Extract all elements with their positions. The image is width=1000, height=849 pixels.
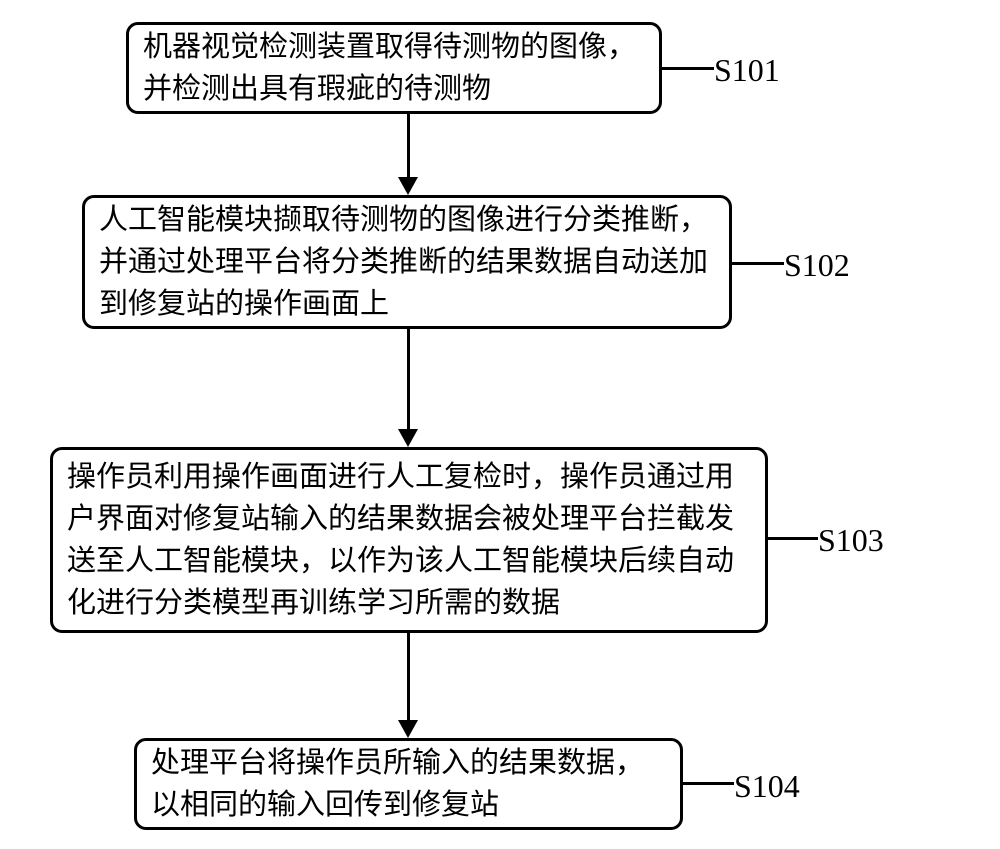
arrow-s102-to-s103	[407, 329, 410, 429]
step-s101-box: 机器视觉检测装置取得待测物的图像，并检测出具有瑕疵的待测物	[126, 22, 662, 114]
step-s102-box: 人工智能模块撷取待测物的图像进行分类推断，并通过处理平台将分类推断的结果数据自动…	[82, 195, 732, 329]
step-s103-text: 操作员利用操作画面进行人工复检时，操作员通过用户界面对修复站输入的结果数据会被处…	[67, 456, 751, 624]
arrow-head-icon	[398, 429, 418, 447]
arrow-head-icon	[398, 177, 418, 195]
step-s104-box: 处理平台将操作员所输入的结果数据，以相同的输入回传到修复站	[134, 738, 683, 830]
arrow-s103-to-s104	[407, 633, 410, 720]
connector-s101	[662, 67, 714, 70]
step-s104-text: 处理平台将操作员所输入的结果数据，以相同的输入回传到修复站	[151, 742, 666, 826]
flowchart-canvas: 机器视觉检测装置取得待测物的图像，并检测出具有瑕疵的待测物 S101 人工智能模…	[0, 0, 1000, 849]
step-s101-label: S101	[714, 52, 780, 89]
step-s101-text: 机器视觉检测装置取得待测物的图像，并检测出具有瑕疵的待测物	[143, 26, 645, 110]
step-s102-label: S102	[784, 247, 850, 284]
connector-s102	[732, 262, 784, 265]
step-s104-label: S104	[734, 768, 800, 805]
step-s103-label: S103	[818, 522, 884, 559]
step-s102-text: 人工智能模块撷取待测物的图像进行分类推断，并通过处理平台将分类推断的结果数据自动…	[99, 199, 715, 325]
arrow-s101-to-s102	[407, 114, 410, 177]
connector-s103	[768, 537, 818, 540]
step-s103-box: 操作员利用操作画面进行人工复检时，操作员通过用户界面对修复站输入的结果数据会被处…	[50, 447, 768, 633]
connector-s104	[683, 782, 734, 785]
arrow-head-icon	[398, 720, 418, 738]
